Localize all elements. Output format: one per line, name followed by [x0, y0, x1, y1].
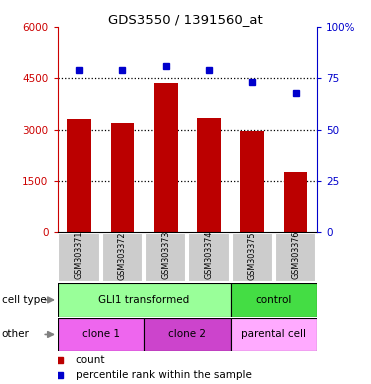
Text: parental cell: parental cell [242, 329, 306, 339]
Text: GSM303372: GSM303372 [118, 231, 127, 280]
Bar [144, 318, 231, 351]
Text: GLI1 transformed: GLI1 transformed [98, 295, 190, 305]
Text: GDS3550 / 1391560_at: GDS3550 / 1391560_at [108, 13, 263, 26]
Bar [58, 318, 144, 351]
Bar [284, 172, 308, 232]
Bar [240, 131, 264, 232]
Text: GSM303376: GSM303376 [291, 231, 300, 280]
Text: GSM303374: GSM303374 [204, 231, 213, 280]
Text: count: count [76, 354, 105, 365]
Bar [67, 119, 91, 232]
Bar [231, 318, 317, 351]
Text: GSM303373: GSM303373 [161, 231, 170, 280]
Bar [275, 233, 316, 282]
Text: cell type: cell type [2, 295, 46, 305]
Bar [231, 283, 317, 317]
Bar [145, 233, 187, 282]
Text: percentile rank within the sample: percentile rank within the sample [76, 369, 252, 380]
Bar [102, 233, 143, 282]
Text: GSM303375: GSM303375 [248, 231, 257, 280]
Text: control: control [256, 295, 292, 305]
Bar [58, 283, 231, 317]
Bar [154, 83, 178, 232]
Text: GSM303371: GSM303371 [75, 231, 83, 280]
Bar [188, 233, 230, 282]
Text: clone 1: clone 1 [82, 329, 120, 339]
Bar [232, 233, 273, 282]
Text: clone 2: clone 2 [168, 329, 206, 339]
Bar [58, 233, 100, 282]
Text: other: other [2, 329, 30, 339]
Bar [197, 118, 221, 232]
Bar [111, 123, 134, 232]
